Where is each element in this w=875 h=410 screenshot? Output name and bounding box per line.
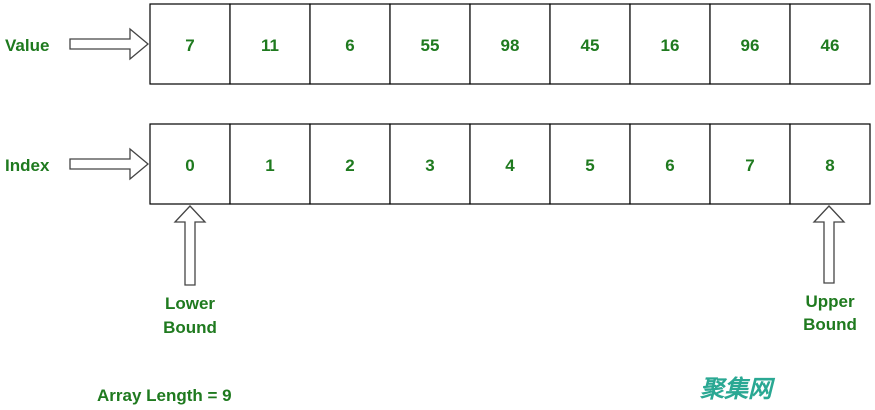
- index-text: 1: [265, 156, 274, 175]
- index-text: 5: [585, 156, 594, 175]
- index-text: 0: [185, 156, 194, 175]
- watermark-logo: 聚集网: [699, 376, 776, 403]
- index-arrow-icon: [69, 147, 150, 181]
- value-text: 55: [421, 36, 440, 55]
- index-cell: [389, 123, 471, 205]
- upper-bound-line1: Upper: [805, 292, 855, 311]
- value-text: 6: [345, 36, 354, 55]
- upper-bound-line2: Bound: [803, 315, 857, 334]
- index-cell: [629, 123, 711, 205]
- value-text: 7: [185, 36, 194, 55]
- index-text: 2: [345, 156, 354, 175]
- lower-bound-arrow-icon: [173, 205, 207, 286]
- value-cell: [709, 3, 791, 85]
- lower-bound-line1: Lower: [165, 294, 215, 313]
- index-label: Index: [5, 156, 50, 175]
- value-cell: [309, 3, 391, 85]
- index-text: 7: [745, 156, 754, 175]
- value-cell: [149, 3, 231, 85]
- index-text: 4: [505, 156, 515, 175]
- value-cell: [469, 3, 551, 85]
- value-label: Value: [5, 36, 49, 55]
- value-text: 96: [741, 36, 760, 55]
- index-text: 6: [665, 156, 674, 175]
- value-cell: [389, 3, 471, 85]
- index-cell: [149, 123, 231, 205]
- value-cell: [789, 3, 871, 85]
- lower-bound-line2: Bound: [163, 318, 217, 337]
- index-cell: [789, 123, 871, 205]
- value-row: 7 11 6 55 98 45 16 96 46: [149, 3, 871, 85]
- value-arrow-icon: [69, 27, 150, 61]
- value-text: 46: [821, 36, 840, 55]
- value-cell: [549, 3, 631, 85]
- index-row: 0 1 2 3 4 5 6 7 8: [149, 123, 871, 205]
- value-cell: [629, 3, 711, 85]
- value-text: 98: [501, 36, 520, 55]
- array-length-label: Array Length = 9: [97, 386, 232, 405]
- value-text: 11: [261, 36, 279, 55]
- index-text: 3: [425, 156, 434, 175]
- value-cell: [229, 3, 311, 85]
- index-text: 8: [825, 156, 834, 175]
- upper-bound-arrow-icon: [812, 205, 846, 284]
- index-cell: [469, 123, 551, 205]
- index-cell: [709, 123, 791, 205]
- value-text: 45: [581, 36, 600, 55]
- index-cell: [309, 123, 391, 205]
- value-text: 16: [661, 36, 680, 55]
